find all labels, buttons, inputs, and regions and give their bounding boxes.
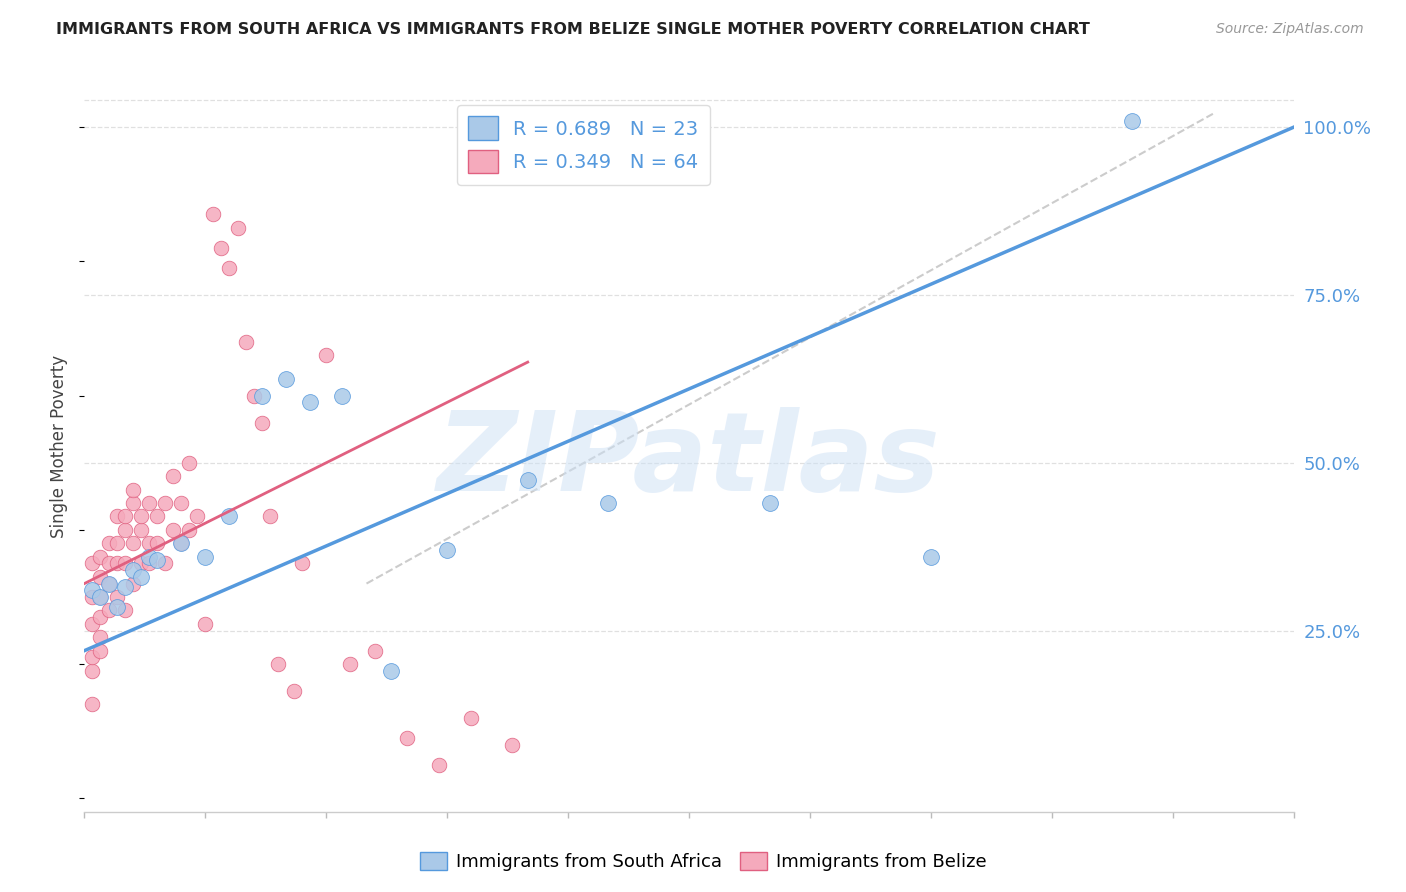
Text: IMMIGRANTS FROM SOUTH AFRICA VS IMMIGRANTS FROM BELIZE SINGLE MOTHER POVERTY COR: IMMIGRANTS FROM SOUTH AFRICA VS IMMIGRAN…	[56, 22, 1090, 37]
Point	[89, 610, 111, 624]
Point	[146, 536, 169, 550]
Point	[250, 389, 273, 403]
Point	[129, 557, 152, 571]
Point	[105, 590, 128, 604]
Point	[250, 416, 273, 430]
Point	[170, 536, 193, 550]
Point	[598, 496, 620, 510]
Legend: R = 0.689   N = 23, R = 0.349   N = 64: R = 0.689 N = 23, R = 0.349 N = 64	[457, 104, 710, 186]
Point	[146, 553, 169, 567]
Point	[162, 469, 184, 483]
Point	[97, 603, 120, 617]
Point	[82, 664, 104, 678]
Point	[202, 207, 225, 221]
Point	[380, 664, 402, 678]
Point	[97, 576, 120, 591]
Point	[259, 509, 281, 524]
Point	[170, 536, 193, 550]
Point	[121, 483, 143, 497]
Point	[516, 473, 538, 487]
Point	[105, 600, 128, 615]
Point	[363, 643, 385, 657]
Point	[153, 496, 176, 510]
Point	[146, 509, 169, 524]
Point	[1121, 113, 1143, 128]
Point	[89, 590, 111, 604]
Point	[339, 657, 361, 671]
Legend: Immigrants from South Africa, Immigrants from Belize: Immigrants from South Africa, Immigrants…	[412, 845, 994, 879]
Point	[186, 509, 208, 524]
Point	[427, 757, 450, 772]
Point	[170, 496, 193, 510]
Point	[82, 650, 104, 665]
Point	[89, 590, 111, 604]
Point	[82, 616, 104, 631]
Point	[114, 603, 136, 617]
Point	[97, 576, 120, 591]
Point	[330, 389, 353, 403]
Point	[501, 738, 523, 752]
Point	[758, 496, 780, 510]
Point	[105, 557, 128, 571]
Point	[129, 570, 152, 584]
Point	[105, 509, 128, 524]
Point	[121, 496, 143, 510]
Point	[138, 496, 160, 510]
Point	[153, 557, 176, 571]
Point	[89, 549, 111, 564]
Point	[138, 536, 160, 550]
Point	[436, 543, 458, 558]
Point	[89, 570, 111, 584]
Point	[114, 509, 136, 524]
Point	[235, 334, 257, 349]
Point	[395, 731, 418, 745]
Point	[114, 557, 136, 571]
Point	[114, 523, 136, 537]
Point	[283, 684, 305, 698]
Point	[121, 576, 143, 591]
Point	[97, 536, 120, 550]
Point	[129, 509, 152, 524]
Point	[267, 657, 290, 671]
Point	[114, 580, 136, 594]
Y-axis label: Single Mother Poverty: Single Mother Poverty	[51, 354, 69, 538]
Point	[179, 523, 201, 537]
Point	[162, 523, 184, 537]
Point	[242, 389, 264, 403]
Point	[194, 549, 217, 564]
Point	[194, 616, 217, 631]
Point	[82, 590, 104, 604]
Point	[218, 509, 240, 524]
Point	[89, 630, 111, 644]
Point	[121, 536, 143, 550]
Point	[315, 348, 337, 362]
Point	[291, 557, 314, 571]
Point	[209, 241, 232, 255]
Text: ZIPatlas: ZIPatlas	[437, 407, 941, 514]
Text: Source: ZipAtlas.com: Source: ZipAtlas.com	[1216, 22, 1364, 37]
Point	[129, 523, 152, 537]
Point	[226, 221, 249, 235]
Point	[82, 698, 104, 712]
Point	[89, 643, 111, 657]
Point	[218, 261, 240, 276]
Point	[97, 557, 120, 571]
Point	[138, 549, 160, 564]
Point	[299, 395, 322, 409]
Point	[179, 456, 201, 470]
Point	[82, 583, 104, 598]
Point	[82, 557, 104, 571]
Point	[138, 557, 160, 571]
Point	[460, 711, 482, 725]
Point	[121, 563, 143, 577]
Point	[105, 536, 128, 550]
Point	[920, 549, 942, 564]
Point	[274, 372, 297, 386]
